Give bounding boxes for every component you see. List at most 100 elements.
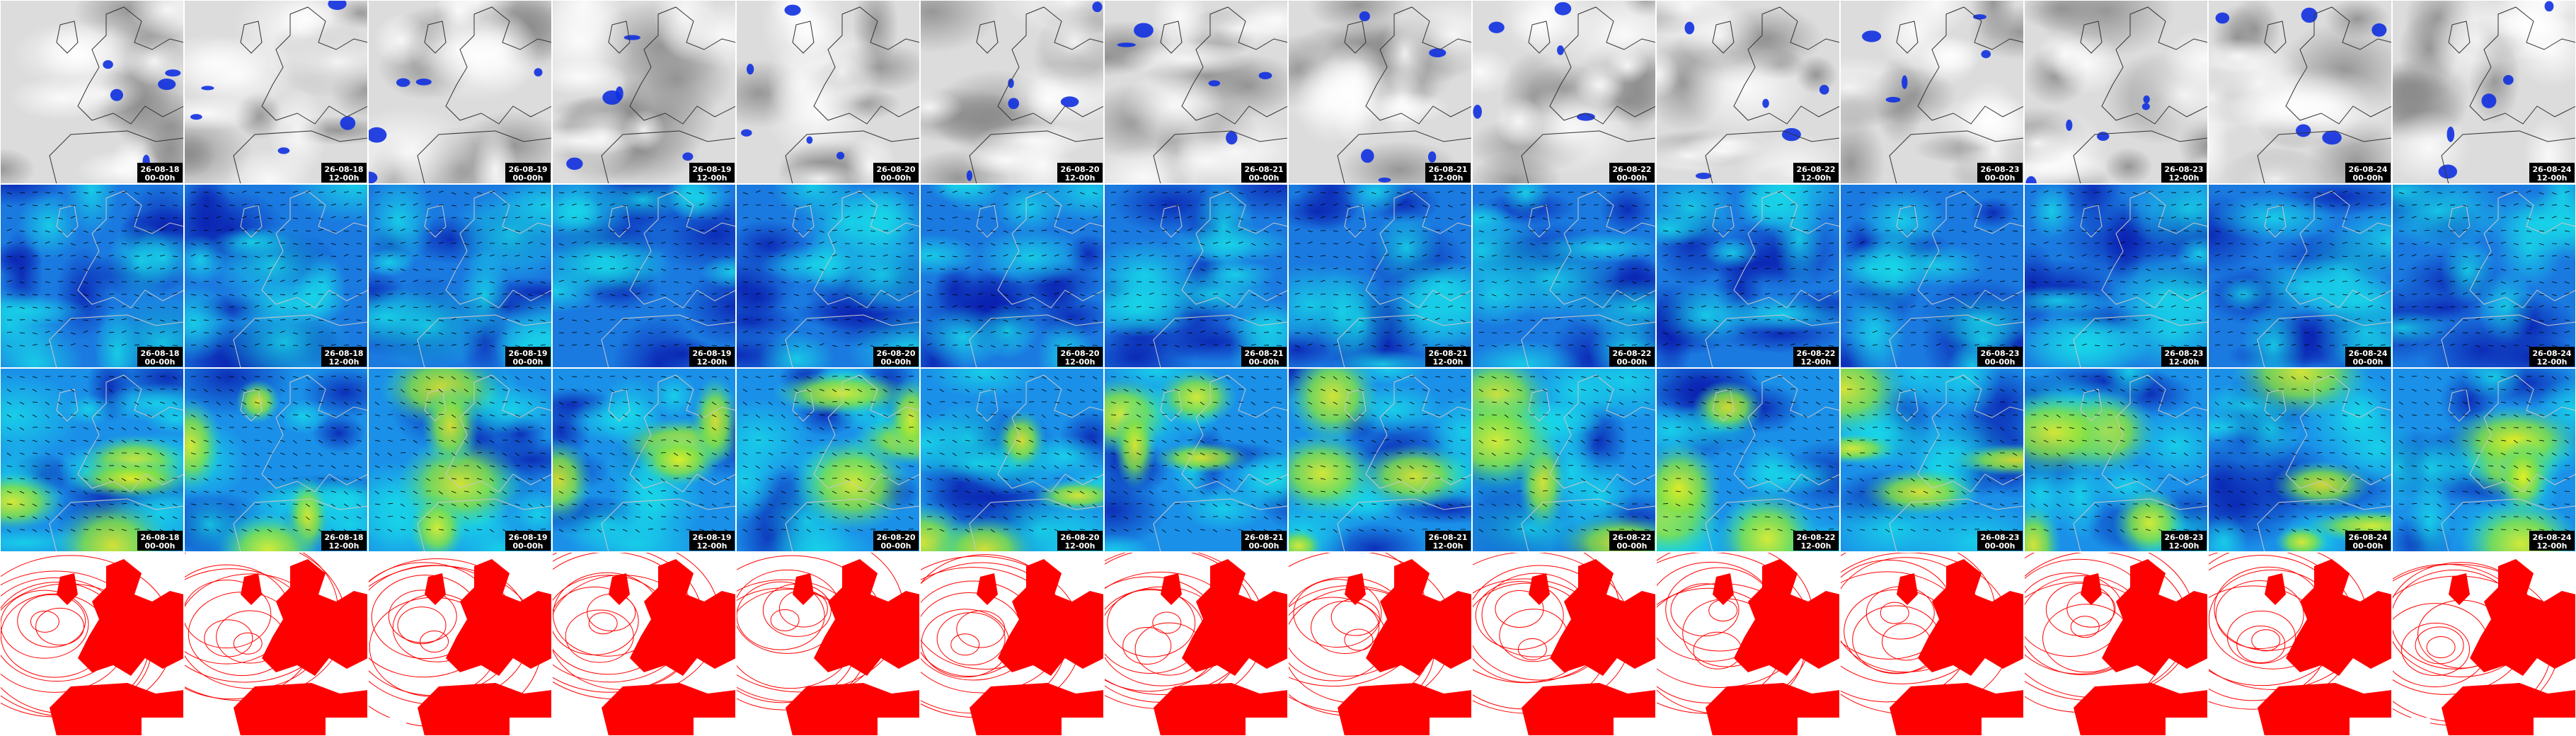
- wind-arrow: [134, 401, 139, 406]
- wind-arrow: [1815, 401, 1821, 406]
- wind-arrow: [146, 389, 152, 391]
- wind-arrow: [1593, 529, 1599, 531]
- wind-arrow: [1371, 306, 1376, 308]
- wind-arrow: [1371, 401, 1376, 404]
- wind-arrow: [540, 203, 546, 206]
- wind-arrow: [527, 294, 533, 297]
- wind-arrow: [793, 516, 799, 519]
- wind-arrow: [1491, 217, 1497, 220]
- wind-arrow: [990, 465, 996, 467]
- wind-arrow: [1136, 414, 1142, 418]
- wind-arrow: [660, 345, 666, 347]
- wind-arrow: [489, 205, 495, 207]
- wind-arrow: [698, 376, 704, 379]
- weather-field: [1092, 1, 1103, 13]
- wind-arrow: [926, 205, 932, 207]
- wind-arrow: [400, 216, 406, 219]
- wind-arrow: [1263, 230, 1269, 233]
- wind-arrow: [1263, 376, 1269, 378]
- wind-arrow: [1815, 376, 1820, 380]
- label-box: [1609, 347, 1655, 367]
- wind-arrow: [895, 267, 901, 270]
- wind-arrow: [1434, 330, 1440, 333]
- wind-arrow: [1136, 268, 1142, 270]
- tile-time: 12-00h: [696, 173, 727, 183]
- wind-arrow: [1961, 332, 1967, 334]
- wind-arrow: [1447, 414, 1453, 418]
- tile-border: [552, 0, 736, 184]
- wind-arrow: [190, 516, 196, 519]
- wind-arrow: [1936, 343, 1941, 346]
- wind-arrow: [1802, 490, 1808, 495]
- tile-border: [552, 184, 736, 368]
- wind-arrow: [1662, 452, 1669, 454]
- wind-arrow: [558, 318, 564, 321]
- wind-arrow: [698, 529, 704, 531]
- wind-arrow: [1187, 389, 1192, 393]
- wind-arrow: [1447, 267, 1453, 270]
- wind-arrow: [267, 305, 272, 308]
- wind-arrow: [267, 389, 272, 393]
- tile-time: 12-00h: [1432, 173, 1463, 183]
- wind-arrow: [527, 376, 533, 379]
- wind-arrow: [584, 319, 590, 323]
- wind-arrow: [622, 294, 628, 297]
- isobar: [17, 594, 86, 648]
- wind-arrow: [83, 192, 88, 194]
- wind-arrow: [400, 376, 406, 379]
- wind-arrow: [711, 376, 717, 378]
- wind-arrow: [1764, 306, 1770, 309]
- wind-arrow: [1396, 192, 1402, 195]
- wind-arrow: [1250, 230, 1256, 232]
- wind-arrow: [216, 345, 222, 347]
- weather-field: [638, 434, 720, 487]
- wind-arrow: [45, 192, 51, 194]
- wind-arrow: [1371, 490, 1376, 494]
- wind-arrow: [1054, 452, 1059, 455]
- wind-arrow: [1606, 255, 1611, 258]
- wind-arrow: [939, 205, 945, 207]
- wind-arrow: [755, 503, 761, 506]
- wind-arrow: [1396, 414, 1401, 418]
- wind-arrow: [1358, 401, 1364, 403]
- wind-arrow: [1790, 229, 1795, 231]
- wind-arrow: [806, 389, 812, 393]
- wind-arrow: [609, 427, 615, 430]
- wind-arrow: [857, 192, 863, 194]
- wind-arrow: [1250, 452, 1256, 456]
- wind-arrow: [597, 452, 602, 454]
- wind-arrow: [438, 319, 444, 321]
- wind-arrow: [425, 478, 431, 481]
- wind-arrow: [609, 529, 615, 531]
- wind-arrow: [558, 203, 564, 206]
- wind-arrow: [1568, 414, 1572, 418]
- wind-arrow: [673, 452, 679, 456]
- wind-arrow: [832, 217, 837, 219]
- wind-arrow: [1872, 330, 1878, 333]
- wind-arrow: [425, 203, 431, 206]
- wind-arrow: [1079, 192, 1085, 195]
- wind-arrow: [1713, 192, 1719, 194]
- wind-arrow: [1936, 268, 1941, 271]
- wind-arrow: [476, 268, 482, 271]
- wind-arrow: [1434, 317, 1440, 321]
- wind-arrow: [1212, 529, 1218, 533]
- wind-arrow: [1974, 190, 1979, 193]
- wind-arrow: [159, 255, 165, 257]
- wind-arrow: [1161, 427, 1167, 430]
- wind-arrow: [374, 318, 380, 321]
- wind-arrow: [1846, 376, 1852, 379]
- wind-arrow: [6, 280, 12, 282]
- isobar: [588, 612, 618, 635]
- wind-arrow: [895, 281, 901, 284]
- wind-arrow: [977, 389, 984, 391]
- wind-arrow: [438, 516, 444, 519]
- wind-arrow: [1422, 268, 1428, 270]
- wind-arrow: [146, 516, 153, 517]
- wind-arrow: [1079, 205, 1085, 207]
- wind-arrow: [571, 203, 577, 206]
- wind-arrow: [1294, 490, 1300, 493]
- wind-arrow: [1320, 439, 1326, 442]
